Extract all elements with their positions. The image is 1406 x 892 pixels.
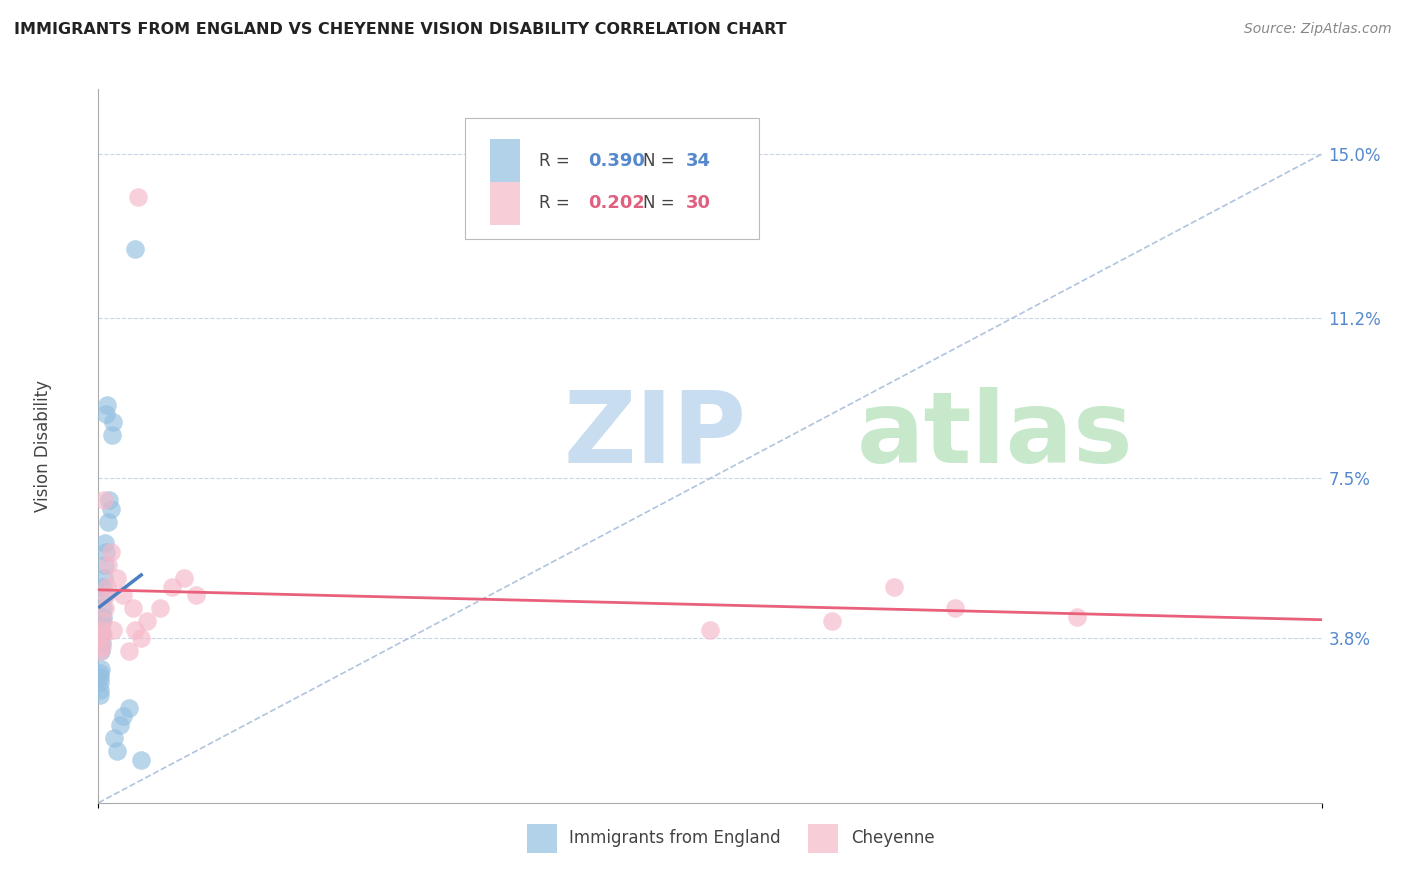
Point: [89, 683, 111, 698]
Text: R =: R =: [538, 152, 575, 169]
Point: [103, 731, 125, 745]
Point: [160, 580, 183, 594]
Text: 34: 34: [686, 152, 710, 169]
Point: [118, 700, 141, 714]
Point: [101, 623, 124, 637]
Text: Vision Disability: Vision Disability: [34, 380, 52, 512]
Point: [94, 588, 117, 602]
Point: [98, 493, 121, 508]
Point: [110, 718, 132, 732]
Point: [93, 601, 115, 615]
Bar: [489, 182, 520, 225]
Point: [124, 623, 146, 637]
Point: [97, 558, 120, 572]
Point: [91, 627, 114, 641]
Point: [111, 709, 134, 723]
Point: [100, 501, 122, 516]
Text: R =: R =: [538, 194, 575, 212]
Point: [96, 407, 118, 421]
Point: [129, 753, 152, 767]
Text: Immigrants from England: Immigrants from England: [569, 830, 780, 847]
Point: [124, 242, 146, 256]
Point: [89, 666, 111, 681]
Point: [91, 614, 114, 628]
Point: [90, 636, 112, 650]
Point: [93, 493, 115, 508]
Text: 30: 30: [686, 194, 710, 212]
Text: 0.202: 0.202: [588, 194, 644, 212]
Point: [91, 614, 114, 628]
Point: [105, 744, 128, 758]
Bar: [808, 824, 838, 853]
Point: [91, 640, 114, 654]
Point: [90, 632, 112, 646]
Point: [100, 545, 122, 559]
Point: [91, 601, 114, 615]
Text: Cheyenne: Cheyenne: [851, 830, 935, 847]
Text: 0.390: 0.390: [588, 152, 644, 169]
Point: [89, 688, 111, 702]
Point: [129, 632, 152, 646]
Point: [90, 623, 112, 637]
Point: [136, 614, 159, 628]
Point: [149, 601, 172, 615]
Point: [89, 670, 111, 684]
Text: Source: ZipAtlas.com: Source: ZipAtlas.com: [1244, 22, 1392, 37]
Point: [1066, 610, 1088, 624]
Point: [943, 601, 966, 615]
Point: [91, 580, 114, 594]
Point: [89, 674, 111, 689]
Point: [111, 588, 134, 602]
FancyBboxPatch shape: [465, 118, 759, 239]
Point: [90, 632, 112, 646]
Point: [90, 644, 112, 658]
Point: [94, 536, 117, 550]
Point: [93, 558, 115, 572]
Point: [93, 571, 115, 585]
Point: [883, 580, 905, 594]
Point: [97, 515, 120, 529]
Point: [127, 190, 149, 204]
Point: [118, 644, 141, 658]
Point: [96, 580, 118, 594]
Point: [90, 623, 112, 637]
Bar: [489, 139, 520, 182]
Text: N =: N =: [643, 152, 679, 169]
Point: [91, 627, 114, 641]
Point: [96, 398, 118, 412]
Point: [91, 610, 114, 624]
Point: [89, 644, 111, 658]
Bar: [526, 824, 557, 853]
Point: [94, 545, 117, 559]
Point: [186, 588, 208, 602]
Point: [121, 601, 143, 615]
Point: [101, 415, 124, 429]
Point: [821, 614, 844, 628]
Text: N =: N =: [643, 194, 679, 212]
Point: [699, 623, 721, 637]
Text: IMMIGRANTS FROM ENGLAND VS CHEYENNE VISION DISABILITY CORRELATION CHART: IMMIGRANTS FROM ENGLAND VS CHEYENNE VISI…: [14, 22, 787, 37]
Text: atlas: atlas: [856, 387, 1133, 483]
Point: [90, 662, 112, 676]
Text: ZIP: ZIP: [564, 387, 747, 483]
Point: [173, 571, 195, 585]
Point: [101, 428, 124, 442]
Point: [105, 571, 128, 585]
Point: [93, 588, 115, 602]
